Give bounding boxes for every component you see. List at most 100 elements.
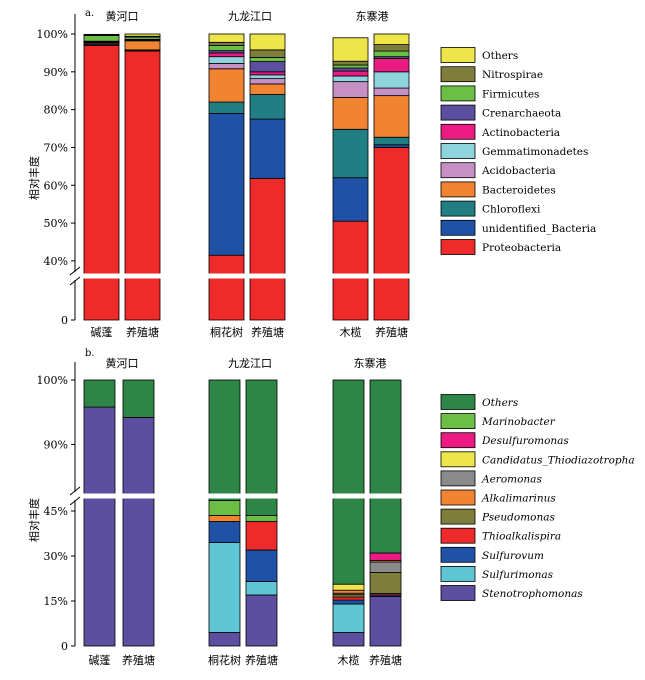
y-axis-break-mark-a <box>69 276 81 286</box>
y-tick-label-a: 60% <box>44 179 68 192</box>
y-tick-label-b: 0 <box>61 640 68 653</box>
bar-segment-a-2-chloroflexi <box>208 101 245 114</box>
group-label-a: 东寨港 <box>356 9 389 23</box>
category-label-b: 养殖塘 <box>122 653 155 667</box>
bar-segment-a-4-unidentified-bacteria <box>332 177 369 222</box>
bar-segment-b-0-stenotrophomonas <box>83 406 116 647</box>
legend-label-a: Others <box>482 50 518 62</box>
bar-segment-a-3-proteobacteria <box>249 178 286 321</box>
y-tick-label-b: 45% <box>44 505 68 518</box>
y-tick-label-a: 40% <box>44 255 68 268</box>
bar-segment-b-4-alkalimarinus <box>332 589 365 594</box>
bar-segment-a-1-proteobacteria <box>124 50 161 321</box>
y-axis-break-mark-b <box>69 486 81 496</box>
y-tick-label-b: 100% <box>37 374 68 387</box>
bar-segment-b-2-stenotrophomonas <box>208 632 241 647</box>
y-axis-break-mark-a <box>69 266 81 276</box>
bar-segment-a-4-chloroflexi <box>332 128 369 179</box>
bar-segment-b-2-others <box>208 379 241 501</box>
bar-segment-a-3-acidobacteria <box>249 78 286 85</box>
category-label-a: 木榄 <box>340 326 362 339</box>
legend-label-a: Gemmatimonadetes <box>482 146 588 158</box>
legend-label-a: Crenarchaeota <box>482 108 561 120</box>
bar-segment-a-3-others <box>249 33 286 51</box>
y-tick-label-a: 90% <box>44 66 68 79</box>
category-label-a: 碱蓬 <box>91 326 113 339</box>
legend-label-b: Aeromonas <box>481 473 542 485</box>
legend-label-b: Stenotrophomonas <box>482 588 583 600</box>
legend-swatch-b <box>440 546 476 563</box>
legend-b: Others Marinobacter Desulfuromonas Candidat… <box>440 394 635 601</box>
category-label-b: 养殖塘 <box>245 653 278 667</box>
panel-a-chart: 0 40% 50% 60% 70% 80% 90% 100% 相对丰度 a. 黄河口 九龙江口 东寨港碱… <box>27 8 596 339</box>
legend-label-b: Others <box>482 397 519 409</box>
bar-segment-b-5-pseudomonas <box>369 572 402 594</box>
bar-segment-a-2-firmicutes <box>208 44 245 52</box>
legend-swatch-a <box>440 181 476 198</box>
legend-swatch-a <box>440 200 476 217</box>
group-label-b: 东寨港 <box>354 356 387 370</box>
bar-segment-a-2-acidobacteria <box>208 63 245 70</box>
bar-segment-b-3-stenotrophomonas <box>245 594 278 647</box>
category-label-b: 桐花树 <box>208 653 241 667</box>
bar-segment-a-2-bacteroidetes <box>208 68 245 103</box>
legend-swatch-b <box>440 432 476 449</box>
legend-swatch-a <box>440 47 476 63</box>
bar-segment-a-3-gemmatimonadetes <box>249 74 286 80</box>
legend-label-b: Desulfuromonas <box>481 435 569 447</box>
legend-swatch-a <box>440 123 476 140</box>
legend-label-b: Marinobacter <box>481 416 556 428</box>
bar-segment-a-4-actinobacteria <box>332 70 369 77</box>
category-label-a: 养殖塘 <box>126 325 159 339</box>
bar-segment-b-4-candidatus-thiodiazotropha <box>332 583 365 591</box>
y-tick-label-a: 100% <box>37 28 68 41</box>
bar-segment-b-3-sulfurovum <box>245 549 278 582</box>
bar-segment-a-4-acidobacteria <box>332 81 369 98</box>
y-tick-label-b: 90% <box>44 438 68 451</box>
category-label-a: 桐花树 <box>210 325 243 339</box>
bar-segment-a-2-gemmatimonadetes <box>208 56 245 64</box>
bar-segment-a-4-proteobacteria <box>332 220 369 321</box>
y-tick-label-b: 30% <box>44 550 68 563</box>
group-label-b: 九龙江口 <box>228 357 272 370</box>
bar-segment-a-4-others <box>332 37 369 62</box>
bar-segment-a-1-bacteroidetes <box>124 40 161 51</box>
bar-segment-b-4-others <box>332 379 365 585</box>
bar-segment-a-2-nitrospirae <box>208 41 245 46</box>
y-tick-label-b: 15% <box>44 595 68 608</box>
category-label-a: 养殖塘 <box>375 325 408 339</box>
legend-swatch-a <box>440 66 476 83</box>
legend-label-a: Chloroflexi <box>482 204 541 216</box>
bar-segment-b-4-sulfurovum <box>332 599 365 605</box>
legend-label-b: Pseudomonas <box>481 512 555 524</box>
y-axis-label-a: 相对丰度 <box>27 156 41 200</box>
legend-swatch-a <box>440 162 476 179</box>
bar-segment-a-3-crenarchaeota <box>249 61 286 73</box>
category-label-b: 养殖塘 <box>369 653 402 667</box>
bar-segment-a-3-chloroflexi <box>249 94 286 120</box>
category-label-b: 碱蓬 <box>89 654 111 667</box>
y-axis-label-b: 相对丰度 <box>27 498 41 542</box>
y-tick-label-a: 70% <box>44 141 68 154</box>
group-label-a: 九龙江口 <box>228 10 272 23</box>
bar-segment-a-3-nitrospirae <box>249 49 286 58</box>
group-label-b: 黄河口 <box>106 356 139 370</box>
bar-segment-a-5-acidobacteria <box>373 87 410 97</box>
panel-label-a: a. <box>85 8 94 19</box>
bar-segment-a-0-firmicutes <box>83 35 120 42</box>
bar-segment-a-4-bacteroidetes <box>332 97 369 130</box>
legend-swatch-a <box>440 85 476 102</box>
bar-segment-b-2-sulfurovum <box>208 521 241 543</box>
bar-segment-a-0-proteobacteria <box>83 44 120 321</box>
bar-segment-b-3-others <box>245 379 278 516</box>
bar-segment-a-1-others <box>124 33 161 37</box>
legend-label-a: Proteobacteria <box>482 242 561 254</box>
bar-segment-b-5-aeromonas <box>369 561 402 573</box>
bar-segment-b-5-stenotrophomonas <box>369 596 402 647</box>
bar-segment-b-5-others <box>369 379 402 554</box>
legend-label-b: Sulfurimonas <box>482 569 554 581</box>
bar-segment-b-4-stenotrophomonas <box>332 632 365 647</box>
bar-segment-a-2-actinobacteria <box>208 52 245 58</box>
